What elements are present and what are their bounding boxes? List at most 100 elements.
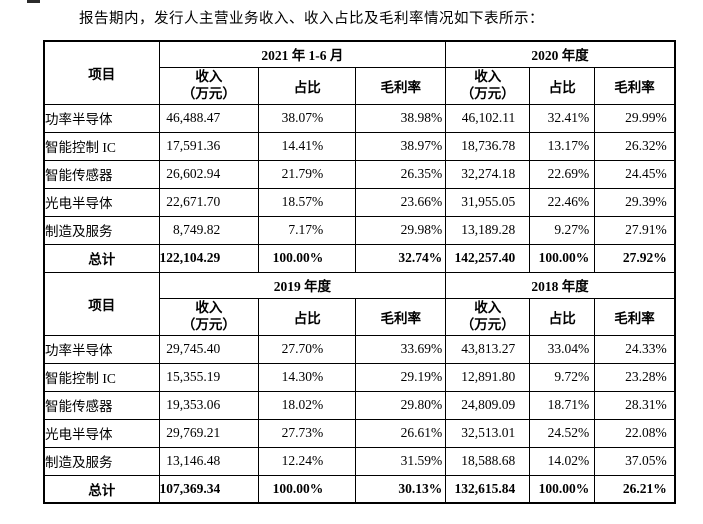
row-label-cell: 总计	[43, 474, 160, 504]
revenue-cell: 22,671.70	[158, 187, 260, 217]
table-row: 功率半导体 46,488.47 38.07% 38.98% 46,102.11 …	[43, 103, 676, 133]
revenue-header-cell: 收入 （万元）	[445, 297, 531, 336]
margin-cell: 29.98%	[355, 215, 447, 245]
revenue-header-cell: 收入 （万元）	[158, 66, 260, 105]
revenue-cell: 31,955.05	[445, 187, 531, 217]
share-cell: 27.73%	[258, 418, 357, 448]
share-cell: 14.02%	[529, 446, 596, 476]
period-header-cell: 2021 年 1-6 月	[158, 40, 447, 68]
revenue-cell: 122,104.29	[158, 243, 260, 273]
period-header-cell: 2019 年度	[158, 271, 447, 299]
table-row-total: 总计 107,369.34 100.00% 30.13% 132,615.84 …	[43, 474, 676, 504]
table-row: 功率半导体 29,745.40 27.70% 33.69% 43,813.27 …	[43, 334, 676, 364]
row-label-cell: 制造及服务	[43, 215, 160, 245]
share-header-cell: 占比	[258, 297, 357, 336]
margin-cell: 28.31%	[594, 390, 676, 420]
margin-header-cell: 毛利率	[355, 297, 447, 336]
share-cell: 18.71%	[529, 390, 596, 420]
table-row: 制造及服务 13,146.48 12.24% 31.59% 18,588.68 …	[43, 446, 676, 476]
revenue-cell: 107,369.34	[158, 474, 260, 504]
revenue-cell: 8,749.82	[158, 215, 260, 245]
margin-cell: 24.33%	[594, 334, 676, 364]
margin-cell: 30.13%	[355, 474, 447, 504]
table-row: 智能控制 IC 15,355.19 14.30% 29.19% 12,891.8…	[43, 362, 676, 392]
share-cell: 38.07%	[258, 103, 357, 133]
table-row: 项目 2021 年 1-6 月 2020 年度	[43, 40, 676, 105]
margin-cell: 24.45%	[594, 159, 676, 189]
margin-cell: 29.80%	[355, 390, 447, 420]
period-header-cell: 2018 年度	[445, 271, 676, 299]
table-row: 智能传感器 26,602.94 21.79% 26.35% 32,274.18 …	[43, 159, 676, 189]
row-label-cell: 智能传感器	[43, 390, 160, 420]
intro-text: 报告期内，发行人主营业务收入、收入占比及毛利率情况如下表所示：	[79, 11, 544, 27]
share-cell: 13.17%	[529, 131, 596, 161]
revenue-cell: 29,769.21	[158, 418, 260, 448]
table-row: 智能传感器 19,353.06 18.02% 29.80% 24,809.09 …	[43, 390, 676, 420]
margin-cell: 29.19%	[355, 362, 447, 392]
margin-cell: 27.91%	[594, 215, 676, 245]
share-header-cell: 占比	[529, 66, 596, 105]
share-cell: 100.00%	[258, 243, 357, 273]
revenue-cell: 19,353.06	[158, 390, 260, 420]
table-row: 光电半导体 22,671.70 18.57% 23.66% 31,955.05 …	[43, 187, 676, 217]
share-cell: 14.41%	[258, 131, 357, 161]
margin-cell: 31.59%	[355, 446, 447, 476]
table-row: 收入 （万元） 占比 毛利率 收入 （万元） 占比 毛利率	[44, 66, 676, 105]
margin-cell: 38.97%	[355, 131, 447, 161]
row-label-cell: 智能传感器	[43, 159, 160, 189]
revenue-cell: 13,146.48	[158, 446, 260, 476]
margin-header-cell: 毛利率	[594, 66, 676, 105]
revenue-cell: 132,615.84	[445, 474, 531, 504]
row-label-cell: 功率半导体	[43, 334, 160, 364]
share-header-cell: 占比	[529, 297, 596, 336]
revenue-header-cell: 收入 （万元）	[445, 66, 531, 105]
page-corner-mark	[27, 0, 40, 3]
margin-cell: 33.69%	[355, 334, 447, 364]
revenue-table: 项目 2021 年 1-6 月 2020 年度 收入 （万元） 占比 毛利率 收…	[43, 40, 676, 504]
margin-cell: 26.32%	[594, 131, 676, 161]
row-label-cell: 智能控制 IC	[43, 362, 160, 392]
revenue-cell: 12,891.80	[445, 362, 531, 392]
table-row-total: 总计 122,104.29 100.00% 32.74% 142,257.40 …	[43, 243, 676, 273]
share-cell: 21.79%	[258, 159, 357, 189]
share-cell: 14.30%	[258, 362, 357, 392]
revenue-cell: 26,602.94	[158, 159, 260, 189]
margin-cell: 38.98%	[355, 103, 447, 133]
margin-cell: 29.39%	[594, 187, 676, 217]
share-cell: 100.00%	[258, 474, 357, 504]
share-cell: 22.46%	[529, 187, 596, 217]
share-cell: 100.00%	[529, 243, 596, 273]
share-cell: 18.57%	[258, 187, 357, 217]
table-row: 制造及服务 8,749.82 7.17% 29.98% 13,189.28 9.…	[43, 215, 676, 245]
revenue-cell: 46,488.47	[158, 103, 260, 133]
margin-cell: 23.66%	[355, 187, 447, 217]
share-cell: 22.69%	[529, 159, 596, 189]
margin-cell: 26.21%	[594, 474, 676, 504]
share-cell: 27.70%	[258, 334, 357, 364]
revenue-cell: 17,591.36	[158, 131, 260, 161]
margin-header-cell: 毛利率	[355, 66, 447, 105]
margin-cell: 37.05%	[594, 446, 676, 476]
revenue-cell: 18,588.68	[445, 446, 531, 476]
period-header-cell: 2020 年度	[445, 40, 676, 68]
revenue-cell: 24,809.09	[445, 390, 531, 420]
revenue-cell: 32,274.18	[445, 159, 531, 189]
share-cell: 33.04%	[529, 334, 596, 364]
revenue-header-cell: 收入 （万元）	[158, 297, 260, 336]
row-label-cell: 智能控制 IC	[43, 131, 160, 161]
item-header-cell: 项目	[43, 271, 160, 336]
share-header-cell: 占比	[258, 66, 357, 105]
row-label-cell: 总计	[43, 243, 160, 273]
item-header-cell: 项目	[43, 40, 160, 105]
revenue-cell: 32,513.01	[445, 418, 531, 448]
row-label-cell: 光电半导体	[43, 187, 160, 217]
row-label-cell: 功率半导体	[43, 103, 160, 133]
share-cell: 7.17%	[258, 215, 357, 245]
margin-header-cell: 毛利率	[594, 297, 676, 336]
share-cell: 100.00%	[529, 474, 596, 504]
table-row: 智能控制 IC 17,591.36 14.41% 38.97% 18,736.7…	[43, 131, 676, 161]
table-row: 项目 2019 年度 2018 年度	[43, 271, 676, 336]
share-cell: 9.72%	[529, 362, 596, 392]
share-cell: 9.27%	[529, 215, 596, 245]
share-cell: 32.41%	[529, 103, 596, 133]
